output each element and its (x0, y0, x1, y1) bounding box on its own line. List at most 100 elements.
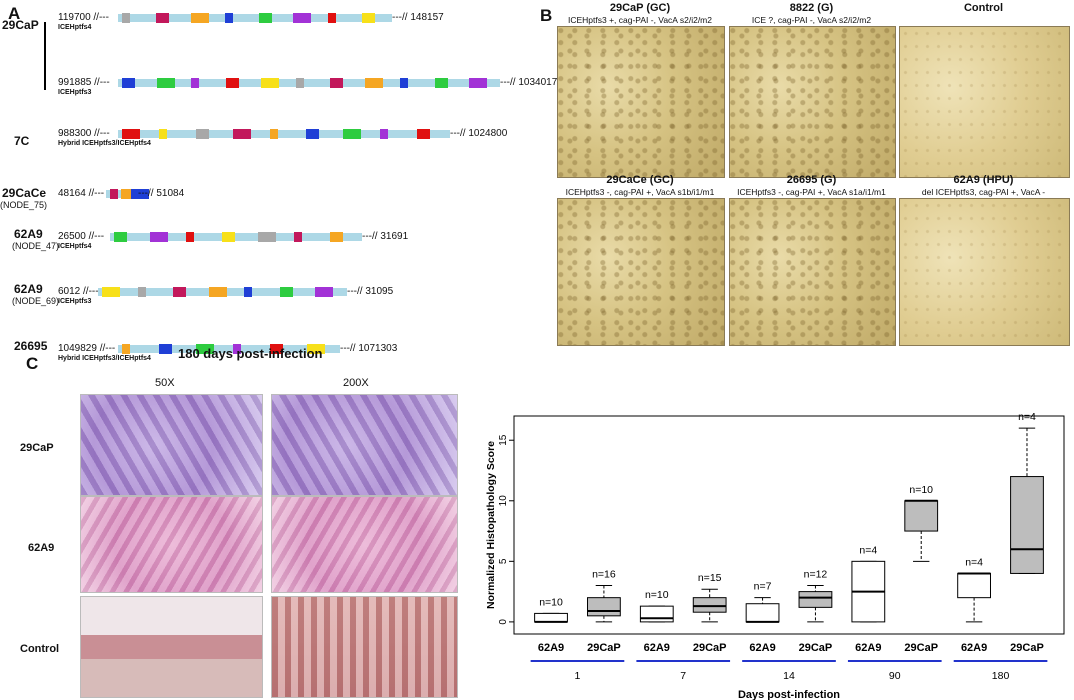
strain-tick-label: 62A9 (961, 642, 987, 654)
day-label: 14 (783, 670, 795, 682)
end-coordinate: ---// 1071303 (340, 343, 398, 354)
strain-tick-label: 29CaP (904, 642, 938, 654)
gene-block (260, 78, 279, 88)
gene-block (417, 129, 431, 139)
histology-control-50x (80, 596, 263, 698)
end-coordinate: ---// 148157 (392, 12, 444, 23)
strain-tick-label: 62A9 (855, 642, 881, 654)
gene-block (434, 78, 448, 88)
island-label: Hybrid ICEHptfs3/ICEHptfs4 (58, 140, 151, 147)
gene-block (173, 287, 187, 297)
cell-culture-image (899, 26, 1070, 178)
gene-block (122, 13, 130, 23)
box (798, 591, 833, 608)
y-tick-label: 15 (498, 434, 509, 446)
cell-culture-image (729, 198, 896, 346)
gene-block (232, 129, 251, 139)
day-label: 7 (680, 670, 686, 682)
y-axis-title: Normalized Histopathology Score (485, 441, 497, 609)
gene-block (131, 189, 150, 199)
gene-block (343, 129, 362, 139)
gene-block (158, 129, 167, 139)
start-coordinate: 1049829 //--- (58, 343, 116, 354)
sample-size-label: n=7 (754, 581, 772, 593)
gene-track (118, 79, 500, 87)
histology-62a9-200x (271, 496, 458, 593)
strain-label: 29CaP (2, 18, 39, 32)
gene-block (233, 344, 241, 354)
box (534, 612, 568, 623)
end-coordinate: ---// 31095 (347, 286, 394, 297)
gene-block (150, 232, 168, 242)
gene-block (222, 232, 235, 242)
panel-c-title: 180 days post-infection (178, 346, 323, 361)
y-tick-label: 10 (498, 495, 509, 507)
start-coordinate: 6012 //--- (58, 286, 99, 297)
gene-block (258, 232, 276, 242)
box (587, 597, 621, 617)
gene-block (270, 344, 283, 354)
strain-node-label: (NODE_69) (12, 296, 60, 306)
gene-track (118, 14, 392, 22)
box (1010, 476, 1044, 574)
gene-block (269, 129, 278, 139)
gene-block (208, 287, 227, 297)
strain-node-label: (NODE_47) (12, 241, 60, 251)
gene-track (118, 130, 450, 138)
strain-tick-label: 62A9 (749, 642, 775, 654)
sample-size-label: n=12 (804, 569, 828, 581)
gene-block (186, 232, 194, 242)
sample-size-label: n=15 (698, 572, 722, 584)
start-coordinate: 48164 //--- (58, 188, 105, 199)
gene-track (118, 345, 340, 353)
cell-image-title: 29CaP (GC) (609, 2, 671, 14)
cell-image-title: 26695 (G) (786, 174, 837, 186)
cell-image-title: 62A9 (HPU) (953, 174, 1014, 186)
cell-image-title: 8822 (G) (789, 2, 834, 14)
gene-block (279, 287, 293, 297)
strain-label: 7C (14, 134, 30, 148)
panel-c-label: C (26, 354, 39, 373)
histology-29cap-50x (80, 394, 263, 496)
sample-size-label: n=4 (965, 556, 983, 568)
strain-node-label: (NODE_75) (0, 200, 48, 210)
gene-block (365, 78, 384, 88)
histology-62a9-50x (80, 496, 263, 593)
gene-block (159, 344, 172, 354)
strain-tick-label: 62A9 (538, 642, 564, 654)
gene-block (114, 232, 127, 242)
gene-block (469, 78, 488, 88)
cell-culture-image (557, 198, 725, 346)
day-label: 180 (992, 670, 1010, 682)
strain-label: 62A9 (14, 227, 43, 241)
gene-block (122, 344, 130, 354)
gene-block (226, 78, 240, 88)
gene-block (224, 13, 233, 23)
gene-block (307, 344, 325, 354)
strain-label: 26695 (14, 339, 48, 353)
gene-block (122, 78, 135, 88)
gene-track (110, 233, 362, 241)
sample-size-label: n=10 (539, 596, 563, 608)
gene-block (196, 344, 214, 354)
end-coordinate: ---// 31691 (362, 231, 409, 242)
sample-size-label: n=4 (859, 544, 877, 556)
cell-culture-image (557, 26, 725, 178)
cell-image-subtitle: ICEHptfs3 -, cag-PAI +, VacA s1a/i1/m1 (737, 187, 886, 197)
histology-29cap-200x (271, 394, 458, 496)
strain-tick-label: 29CaP (799, 642, 833, 654)
cell-culture-image (729, 26, 896, 178)
x-axis-title: Days post-infection (738, 689, 840, 700)
cell-culture-image (899, 198, 1070, 346)
end-coordinate: ---// 1034017 (500, 77, 558, 88)
island-label: Hybrid ICEHptfs3/ICEHptfs4 (58, 355, 151, 362)
histo-row-label-29cap: 29CaP (20, 442, 54, 454)
gene-block (120, 189, 134, 199)
sample-size-label: n=4 (1018, 411, 1036, 423)
strain-tick-label: 29CaP (587, 642, 621, 654)
gene-block (330, 78, 344, 88)
box (957, 572, 991, 599)
day-label: 1 (575, 670, 581, 682)
strain-tick-label: 29CaP (693, 642, 727, 654)
